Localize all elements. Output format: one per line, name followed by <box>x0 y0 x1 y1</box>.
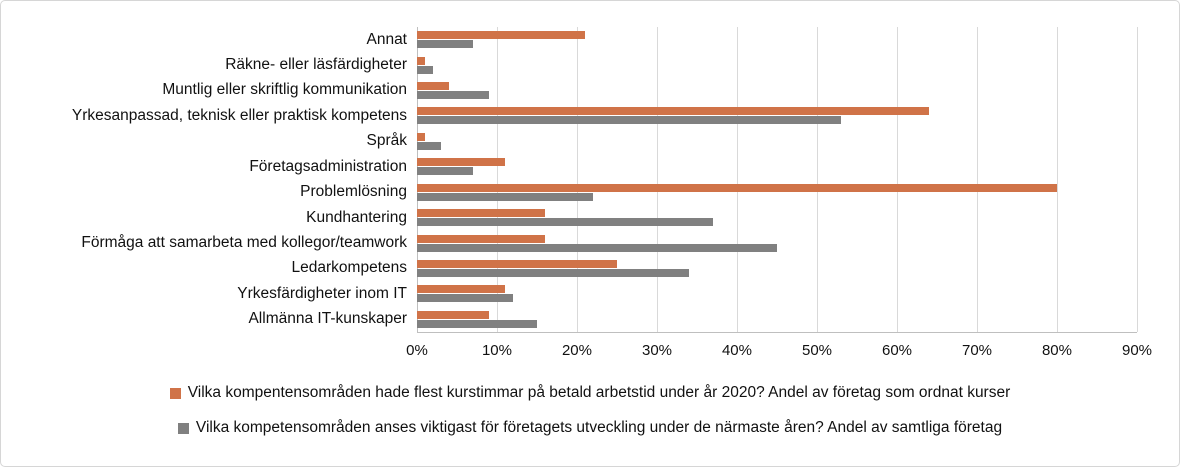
bar-series-1 <box>417 141 441 150</box>
x-tick-label: 0% <box>406 342 428 359</box>
bar-series-0 <box>417 310 489 319</box>
category-row: Muntlig eller skriftlig kommunikation <box>1 78 1179 103</box>
x-tick-label: 80% <box>1041 342 1072 359</box>
category-label: Annat <box>366 30 407 48</box>
x-tick-label: 60% <box>881 342 913 359</box>
chart-area: Annat Räkne- eller läsfärdigheter Muntlig … <box>1 27 1179 333</box>
category-label: Yrkesfärdigheter inom IT <box>237 284 407 302</box>
x-tick-label: 50% <box>801 342 833 359</box>
gridline <box>896 27 898 332</box>
x-axis: 0% 10% 20% 30% 40% 50% 60% 70% 80% 90% <box>406 332 1152 366</box>
category-row: Annat <box>1 27 1179 52</box>
category-label: Muntlig eller skriftlig kommunikation <box>162 81 407 99</box>
x-tick-label: 40% <box>721 342 752 359</box>
legend-label: Vilka kompentensområden hade flest kurst… <box>187 384 1011 401</box>
bar-group <box>417 230 1137 255</box>
bar-series-1 <box>417 116 841 125</box>
category-label: Kundhantering <box>306 208 407 226</box>
bar-group <box>417 103 1137 128</box>
category-row: Yrkesanpassad, teknisk eller praktisk ko… <box>1 103 1179 128</box>
bar-series-1 <box>417 192 593 201</box>
gridline <box>576 27 578 332</box>
category-row: Ledarkompetens <box>1 256 1179 281</box>
x-tick-label: 70% <box>961 342 993 359</box>
category-row: Förmåga att samarbeta med kollegor/teamw… <box>1 230 1179 255</box>
bar-series-0 <box>417 285 505 294</box>
bar-series-0 <box>417 56 425 65</box>
bar-series-0 <box>417 82 449 91</box>
bar-series-1 <box>417 40 473 49</box>
category-label: Ledarkompetens <box>291 259 407 277</box>
legend-swatch-orange-icon <box>169 387 181 399</box>
bar-series-0 <box>417 209 545 218</box>
bar-series-1 <box>417 319 537 328</box>
legend: Vilka kompentensområden hade flest kurst… <box>1 384 1179 437</box>
category-row: Företagsadministration <box>1 154 1179 179</box>
bar-group <box>417 281 1137 306</box>
bar-group <box>417 27 1137 52</box>
category-label: Allmänna IT-kunskaper <box>248 310 407 328</box>
bar-series-0 <box>417 183 1057 192</box>
bar-series-1 <box>417 91 489 100</box>
y-axis-line <box>417 27 418 332</box>
gridline <box>977 27 978 332</box>
bar-group <box>417 256 1137 281</box>
category-rows: Annat Räkne- eller läsfärdigheter Muntlig … <box>1 27 1179 332</box>
bar-group <box>417 78 1137 103</box>
bar-series-1 <box>417 65 433 74</box>
bar-group <box>417 52 1137 77</box>
gridline <box>736 27 738 332</box>
bar-series-0 <box>417 260 617 268</box>
plot-area <box>417 27 1138 332</box>
category-row: Problemlösning <box>1 180 1179 205</box>
category-row: Språk <box>1 129 1179 154</box>
bar-series-1 <box>417 167 473 176</box>
category-label: Yrkesanpassad, teknisk eller praktisk ko… <box>71 106 407 124</box>
category-label: Problemlösning <box>300 183 407 201</box>
gridline <box>1056 27 1058 332</box>
bar-group <box>417 129 1137 154</box>
gridline <box>1137 27 1138 332</box>
x-tick-label: 10% <box>481 342 512 359</box>
x-tick-label: 30% <box>641 342 673 359</box>
gridline <box>817 27 818 332</box>
bar-series-1 <box>417 243 777 252</box>
bar-group <box>417 154 1137 179</box>
x-axis-line <box>417 332 1137 333</box>
gridline <box>656 27 658 332</box>
bar-series-0 <box>417 234 545 243</box>
category-label: Förmåga att samarbeta med kollegor/teamw… <box>81 233 407 251</box>
legend-item-courses-2020: Vilka kompentensområden hade flest kurst… <box>169 384 1011 402</box>
x-tick-label: 20% <box>561 342 592 359</box>
bar-series-0 <box>417 31 585 40</box>
bar-series-0 <box>417 158 505 167</box>
bar-series-0 <box>417 132 425 141</box>
legend-label: Vilka kompetensområden anses viktigast f… <box>195 419 1003 436</box>
bar-group <box>417 307 1137 332</box>
bar-group <box>417 205 1137 230</box>
x-tick-label: 90% <box>1121 342 1153 359</box>
legend-item-important-future: Vilka kompetensområden anses viktigast f… <box>177 419 1003 437</box>
gridline <box>496 27 498 332</box>
bar-group <box>417 180 1137 205</box>
bar-series-1 <box>417 269 689 277</box>
category-label: Språk <box>366 132 408 150</box>
bar-series-1 <box>417 294 513 303</box>
bar-series-1 <box>417 218 713 227</box>
category-row: Yrkesfärdigheter inom IT <box>1 281 1179 306</box>
bar-series-0 <box>417 107 929 116</box>
category-label: Företagsadministration <box>249 157 407 175</box>
legend-swatch-gray-icon <box>177 422 189 434</box>
category-label: Räkne- eller läsfärdigheter <box>225 56 407 73</box>
category-row: Kundhantering <box>1 205 1179 230</box>
category-row: Allmänna IT-kunskaper <box>1 307 1179 332</box>
category-row: Räkne- eller läsfärdigheter <box>1 52 1179 77</box>
